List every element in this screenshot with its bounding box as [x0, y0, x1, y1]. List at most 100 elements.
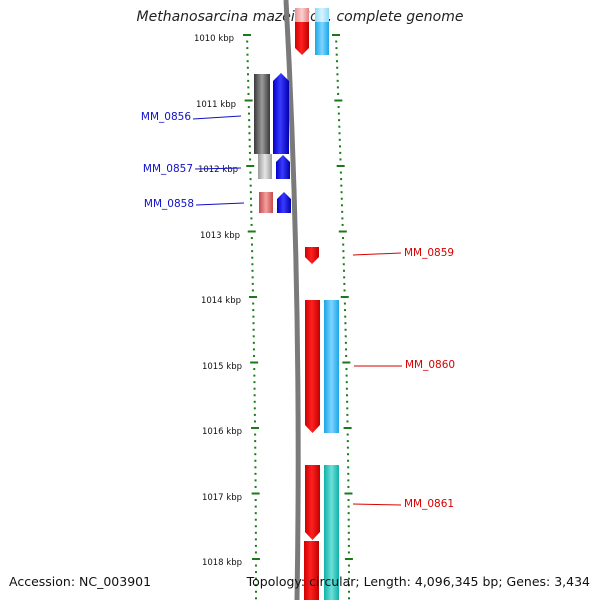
right-minor-tick: [339, 171, 342, 174]
right-minor-tick: [347, 590, 350, 593]
kbp-label: 1016 kbp: [202, 427, 242, 437]
right-minor-tick: [346, 394, 349, 397]
right-minor-tick: [347, 499, 350, 502]
gene-mm0861-arrow[interactable]: [305, 465, 320, 540]
left-major-tick: [250, 361, 259, 364]
leader-line-mm0859: [352, 252, 402, 256]
left-minor-tick: [252, 348, 255, 351]
left-minor-tick: [254, 485, 257, 488]
left-minor-tick: [254, 505, 257, 508]
right-minor-tick: [347, 564, 350, 567]
left-minor-tick: [250, 204, 253, 207]
gene-partial-pink: [295, 8, 309, 22]
left-minor-tick: [246, 40, 249, 43]
left-minor-tick: [252, 322, 255, 325]
right-minor-tick: [347, 544, 350, 547]
gene-mm0856-arrow[interactable]: [273, 73, 289, 154]
gene-label-mm0859[interactable]: MM_0859: [404, 247, 454, 259]
left-minor-tick: [254, 590, 257, 593]
gene-mm0858-homolog-bar[interactable]: [259, 192, 273, 213]
gene-mm0857-homolog-bar[interactable]: [258, 154, 272, 179]
right-minor-tick: [347, 584, 350, 587]
left-minor-tick: [252, 315, 255, 318]
left-minor-tick: [253, 381, 256, 384]
gene-mm0856-homolog-bar[interactable]: [254, 74, 270, 154]
right-minor-tick: [344, 309, 347, 312]
gene-next-red[interactable]: [304, 541, 319, 600]
right-minor-tick: [336, 79, 339, 82]
gene-label-mm0857[interactable]: MM_0857: [143, 163, 193, 175]
right-major-tick: [344, 558, 353, 560]
right-minor-tick: [346, 400, 349, 403]
right-minor-tick: [346, 413, 349, 416]
gene-label-mm0858[interactable]: MM_0858: [144, 198, 194, 210]
gene-mm0860-homolog-bar[interactable]: [324, 300, 339, 433]
left-minor-tick: [254, 479, 257, 482]
right-minor-tick: [344, 315, 347, 318]
gene-mm0859-arrow[interactable]: [305, 247, 319, 264]
right-minor-tick: [335, 53, 338, 56]
right-minor-tick: [342, 269, 345, 272]
kbp-label: 1013 kbp: [200, 231, 240, 241]
right-major-tick: [332, 34, 340, 36]
gene-label-mm0856[interactable]: MM_0856: [141, 111, 191, 123]
left-minor-tick: [252, 335, 255, 338]
left-minor-tick: [250, 243, 253, 246]
left-minor-tick: [254, 544, 257, 547]
gene-mm0861-homolog-bar[interactable]: [324, 465, 339, 600]
right-minor-tick: [344, 322, 347, 325]
left-scale-ticks: [243, 34, 260, 600]
left-minor-tick: [251, 276, 254, 279]
gene-label-mm0861[interactable]: MM_0861: [404, 498, 454, 510]
left-minor-tick: [252, 328, 255, 331]
right-minor-tick: [347, 466, 350, 469]
left-minor-tick: [254, 459, 257, 462]
right-major-tick: [334, 99, 343, 102]
left-minor-tick: [254, 531, 257, 534]
left-minor-tick: [253, 420, 256, 423]
left-minor-tick: [254, 512, 257, 515]
left-minor-tick: [253, 354, 256, 357]
left-minor-tick: [246, 53, 249, 56]
left-minor-tick: [250, 210, 253, 213]
right-major-tick: [340, 296, 349, 298]
gene-mm0860-arrow[interactable]: [305, 300, 320, 433]
right-minor-tick: [342, 237, 345, 240]
gene-mm0858-arrow[interactable]: [277, 192, 291, 213]
gene-label-mm0860[interactable]: MM_0860: [405, 359, 455, 371]
right-minor-tick: [342, 243, 345, 246]
right-minor-tick: [347, 538, 350, 541]
right-minor-tick: [345, 348, 348, 351]
left-major-tick: [244, 99, 253, 102]
right-minor-tick: [336, 86, 339, 89]
right-minor-tick: [339, 158, 342, 161]
leader-line-mm0861: [352, 503, 402, 506]
right-minor-tick: [338, 145, 341, 148]
right-minor-tick: [341, 223, 344, 226]
left-minor-tick: [254, 551, 257, 554]
right-minor-tick: [347, 525, 350, 528]
left-minor-tick: [250, 223, 253, 226]
gene-mm0857-arrow[interactable]: [276, 155, 290, 179]
right-minor-tick: [344, 335, 347, 338]
kbp-label: 1014 kbp: [201, 296, 241, 306]
left-minor-tick: [248, 125, 251, 128]
left-minor-tick: [248, 119, 251, 122]
left-minor-tick: [254, 499, 257, 502]
left-major-tick: [243, 34, 251, 36]
left-minor-tick: [248, 151, 251, 154]
right-minor-tick: [346, 446, 349, 449]
right-minor-tick: [342, 256, 345, 259]
right-minor-tick: [341, 217, 344, 220]
left-minor-tick: [246, 47, 249, 50]
left-minor-tick: [254, 466, 257, 469]
left-minor-tick: [253, 394, 256, 397]
left-minor-tick: [252, 302, 255, 305]
right-minor-tick: [335, 40, 338, 43]
right-minor-tick: [346, 433, 349, 436]
left-minor-tick: [253, 368, 256, 371]
right-minor-tick: [347, 551, 350, 554]
right-minor-tick: [347, 597, 350, 600]
right-minor-tick: [347, 472, 350, 475]
left-minor-tick: [254, 525, 257, 528]
